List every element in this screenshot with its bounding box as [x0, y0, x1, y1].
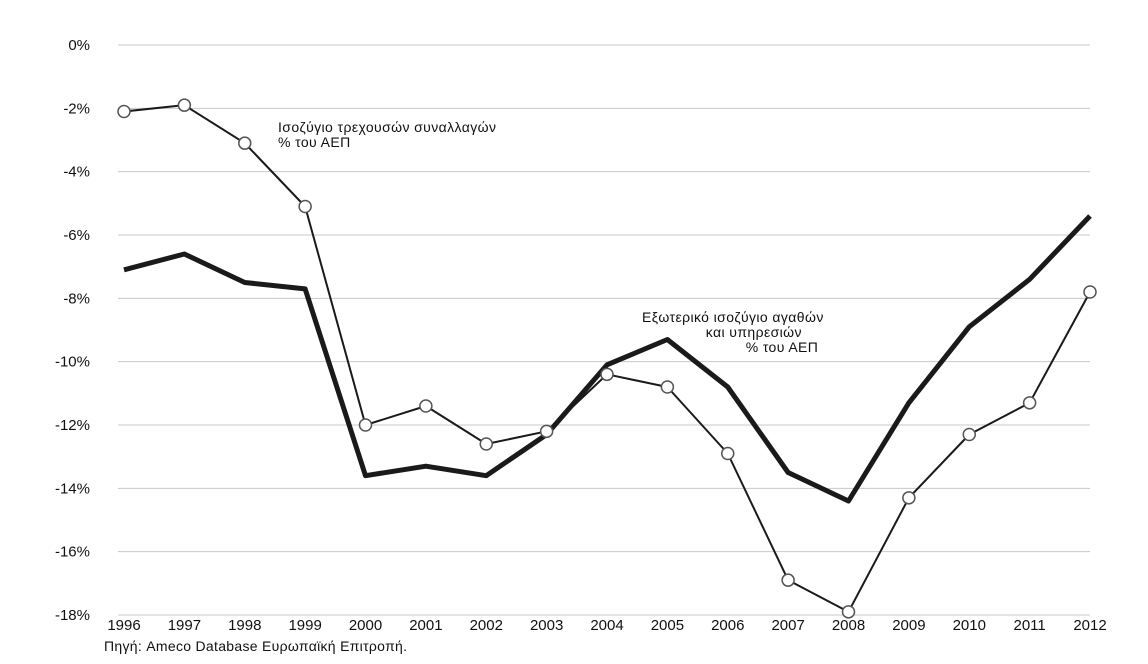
annotation-goods-services-line-1: Εξωτερικό ισοζύγιο αγαθών	[642, 309, 824, 325]
annotation-current-account: Ισοζύγιο τρεχουσών συναλλαγών % του ΑΕΠ	[278, 119, 501, 150]
current-account-point	[781, 573, 795, 587]
current-account-point	[177, 98, 192, 112]
y-tick-label: -18%	[55, 607, 90, 624]
source-note: Πηγή: Ameco Database Ευρωπαϊκή Επιτροπή.	[104, 638, 408, 654]
current-account-point	[117, 104, 131, 119]
x-tick-label: 2007	[771, 617, 804, 634]
x-tick-label: 2005	[651, 617, 684, 634]
y-tick-label: -8%	[63, 290, 90, 307]
x-tick-label: 2006	[711, 617, 744, 634]
x-tick-label: 2010	[953, 617, 986, 634]
current-account-point	[1083, 285, 1097, 299]
current-account-point	[902, 491, 916, 505]
x-tick-label: 2002	[470, 617, 503, 634]
series-lines	[117, 98, 1097, 619]
current-account-point	[298, 199, 312, 214]
annotation-goods-services: Εξωτερικό ισοζύγιο αγαθών και υπηρεσιών …	[642, 309, 828, 355]
annotation-goods-services-line-3: % του ΑΕΠ	[746, 339, 819, 355]
y-tick-label: -16%	[55, 544, 90, 561]
x-tick-label: 1997	[168, 617, 201, 634]
current-account-point	[962, 427, 976, 442]
x-tick-label: 2000	[349, 617, 382, 634]
x-tick-label: 2008	[832, 617, 865, 634]
y-tick-label: -2%	[63, 100, 90, 117]
current-account-point	[721, 446, 735, 461]
y-tick-label: 0%	[68, 37, 90, 54]
series-line-goods-services	[123, 214, 1092, 504]
current-account-point	[1022, 396, 1037, 410]
x-tick-label: 2004	[590, 617, 623, 634]
current-account-point	[358, 418, 373, 432]
x-tick-label: 2012	[1073, 617, 1106, 634]
x-tick-label: 2001	[409, 617, 442, 634]
current-account-point	[539, 424, 554, 439]
x-tick-label: 2011	[1013, 617, 1045, 634]
current-account-point	[600, 367, 614, 382]
y-tick-label: -14%	[55, 480, 90, 497]
current-account-point	[660, 380, 675, 394]
y-tick-label: -10%	[55, 354, 90, 371]
x-tick-label: 1998	[228, 617, 261, 634]
gridlines	[118, 44, 1090, 616]
y-tick-label: -6%	[63, 227, 90, 244]
y-tick-label: -12%	[55, 417, 90, 434]
y-axis-tick-labels: 0% -2% -4% -6% -8% -10% -12% -14% -16% -18%	[55, 37, 90, 624]
x-tick-label: 1996	[107, 617, 140, 634]
current-account-point	[419, 399, 433, 413]
current-account-point	[841, 605, 856, 619]
annotation-goods-services-line-2: και υπηρεσιών	[706, 324, 802, 340]
x-axis-tick-labels: 1996 1997 1998 1999 2000 2001 2002 2003 2004 2005…	[107, 617, 1106, 634]
current-account-point	[238, 136, 252, 150]
x-tick-label: 2009	[892, 617, 925, 634]
y-tick-label: -4%	[63, 164, 90, 181]
annotation-current-account-line-2: % του ΑΕΠ	[278, 134, 351, 150]
x-tick-label: 1999	[288, 617, 321, 634]
current-account-point	[479, 437, 493, 451]
x-tick-label: 2003	[530, 617, 563, 634]
annotation-current-account-line-1: Ισοζύγιο τρεχουσών συναλλαγών	[278, 119, 496, 135]
